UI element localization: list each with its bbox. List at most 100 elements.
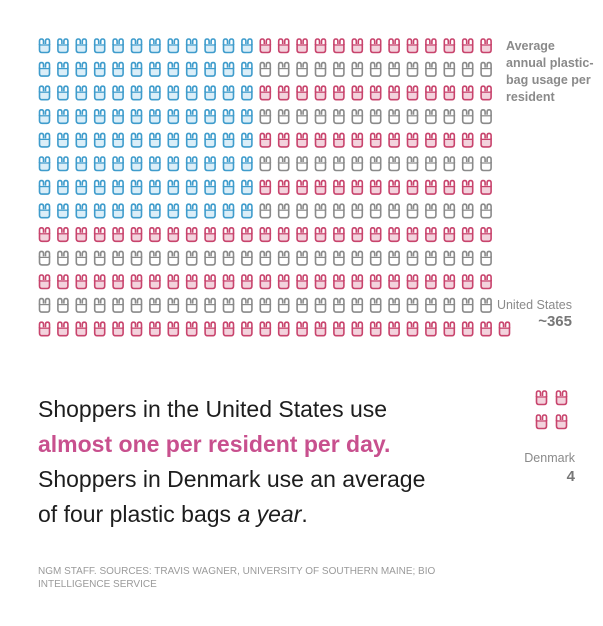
plastic-bag-icon	[296, 297, 308, 313]
plastic-bag-icon	[443, 321, 456, 337]
plastic-bag-icon	[222, 156, 235, 172]
plastic-bag-icon	[351, 274, 364, 290]
plastic-bag-icon	[314, 226, 327, 243]
plastic-bag-icon	[149, 321, 161, 337]
plastic-bag-icon	[461, 85, 474, 101]
plastic-bag-icon	[351, 132, 364, 148]
plastic-bag-icon	[443, 179, 456, 195]
plastic-bag-icon	[277, 297, 290, 313]
plastic-bag-icon	[425, 85, 437, 101]
plastic-bag-icon	[480, 179, 492, 195]
plastic-bag-icon	[204, 132, 216, 148]
plastic-bag-icon	[241, 156, 253, 172]
plastic-bag-icon	[406, 203, 419, 219]
plastic-bag-icon	[38, 156, 51, 172]
plastic-bag-icon	[425, 108, 437, 125]
plastic-bag-icon	[443, 38, 456, 54]
plastic-bag-icon	[38, 85, 51, 101]
plastic-bag-icon	[480, 321, 492, 337]
plastic-bag-icon	[185, 156, 198, 172]
plastic-bag-icon	[480, 297, 492, 313]
plastic-bag-icon	[555, 414, 568, 430]
plastic-bag-icon	[333, 250, 345, 266]
plastic-bag-icon	[369, 61, 382, 77]
plastic-bag-icon	[351, 85, 364, 101]
plastic-bag-icon	[57, 179, 69, 195]
plastic-bag-icon	[443, 297, 456, 313]
plastic-bag-icon	[461, 274, 474, 290]
plastic-bag-icon	[38, 61, 51, 77]
plastic-bag-icon	[388, 85, 400, 101]
chart-title: Average annual plastic-bag usage per res…	[506, 39, 594, 104]
plastic-bag-icon	[443, 61, 456, 77]
plastic-bag-icon	[296, 61, 308, 77]
plastic-bag-icon	[57, 203, 69, 219]
plastic-bag-icon	[185, 108, 198, 125]
plastic-bag-icon	[388, 108, 400, 125]
plastic-bag-icon	[259, 226, 272, 243]
plastic-bag-icon	[75, 132, 88, 148]
plastic-bag-icon	[314, 179, 327, 195]
plastic-bag-icon	[296, 132, 308, 148]
plastic-bag-icon	[369, 85, 382, 101]
plastic-bag-icon	[480, 38, 492, 54]
plastic-bag-icon	[149, 297, 161, 313]
plastic-bag-icon	[204, 297, 216, 313]
plastic-bag-icon	[351, 321, 364, 337]
plastic-bag-icon	[277, 321, 290, 337]
plastic-bag-icon	[241, 38, 253, 54]
plastic-bag-icon	[93, 297, 106, 313]
plastic-bag-icon	[222, 61, 235, 77]
plastic-bag-icon	[57, 274, 69, 290]
plastic-bag-icon	[461, 38, 474, 54]
plastic-bag-icon	[57, 226, 69, 243]
plastic-bag-icon	[185, 250, 198, 266]
plastic-bag-icon	[222, 297, 235, 313]
plastic-bag-icon	[351, 179, 364, 195]
plastic-bag-icon	[259, 203, 272, 219]
plastic-bag-icon	[222, 203, 235, 219]
body-line-4: of four plastic bags a year.	[38, 497, 498, 532]
plastic-bag-icon	[93, 85, 106, 101]
plastic-bag-icon	[241, 203, 253, 219]
plastic-bag-icon	[130, 321, 143, 337]
plastic-bag-icon	[149, 179, 161, 195]
plastic-bag-icon	[130, 250, 143, 266]
plastic-bag-icon	[93, 61, 106, 77]
plastic-bag-icon	[93, 179, 106, 195]
plastic-bag-icon	[277, 38, 290, 54]
plastic-bag-icon	[149, 61, 161, 77]
plastic-bag-icon	[241, 274, 253, 290]
plastic-bag-icon	[149, 132, 161, 148]
plastic-bag-icon	[480, 108, 492, 125]
plastic-bag-icon	[461, 156, 474, 172]
plastic-bag-icon	[259, 108, 272, 125]
plastic-bag-icon	[130, 156, 143, 172]
plastic-bag-icon	[75, 85, 88, 101]
plastic-bag-icon	[425, 250, 437, 266]
plastic-bag-icon	[38, 108, 51, 125]
us-value: ~365	[538, 313, 572, 330]
plastic-bag-icon	[93, 132, 106, 148]
plastic-bag-icon	[112, 274, 124, 290]
plastic-bag-icon	[480, 203, 492, 219]
plastic-bag-icon	[38, 321, 51, 337]
plastic-bag-icon	[461, 203, 474, 219]
plastic-bag-icon	[369, 156, 382, 172]
plastic-bag-icon	[461, 250, 474, 266]
body-line-4-italic: a year	[237, 501, 302, 527]
plastic-bag-icon	[333, 274, 345, 290]
plastic-bag-icon	[149, 38, 161, 54]
plastic-bag-icon	[93, 156, 106, 172]
plastic-bag-icon	[296, 226, 308, 243]
plastic-bag-icon	[93, 321, 106, 337]
plastic-bag-icon	[443, 274, 456, 290]
plastic-bag-icon	[388, 274, 400, 290]
plastic-bag-icon	[296, 250, 308, 266]
plastic-bag-icon	[555, 390, 568, 406]
plastic-bag-icon	[130, 203, 143, 219]
plastic-bag-icon	[296, 38, 308, 54]
plastic-bag-icon	[167, 297, 180, 313]
plastic-bag-icon	[535, 390, 548, 406]
plastic-bag-icon	[167, 179, 180, 195]
